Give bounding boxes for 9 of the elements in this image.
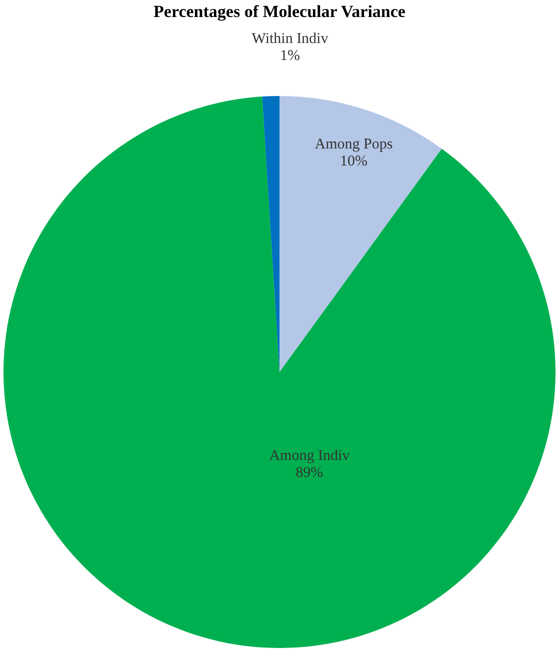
data-label: 10% xyxy=(340,154,368,170)
slice-label: Among Pops xyxy=(314,136,393,153)
chart-title: Percentages of Molecular Variance xyxy=(154,2,406,22)
pie-slice xyxy=(4,96,556,648)
data-label: 89% xyxy=(296,465,324,482)
slice-label: Within Indiv xyxy=(252,31,329,48)
data-label: 1% xyxy=(280,48,300,64)
slice-label: Among Indiv xyxy=(269,448,350,464)
pie-slice xyxy=(280,96,442,372)
